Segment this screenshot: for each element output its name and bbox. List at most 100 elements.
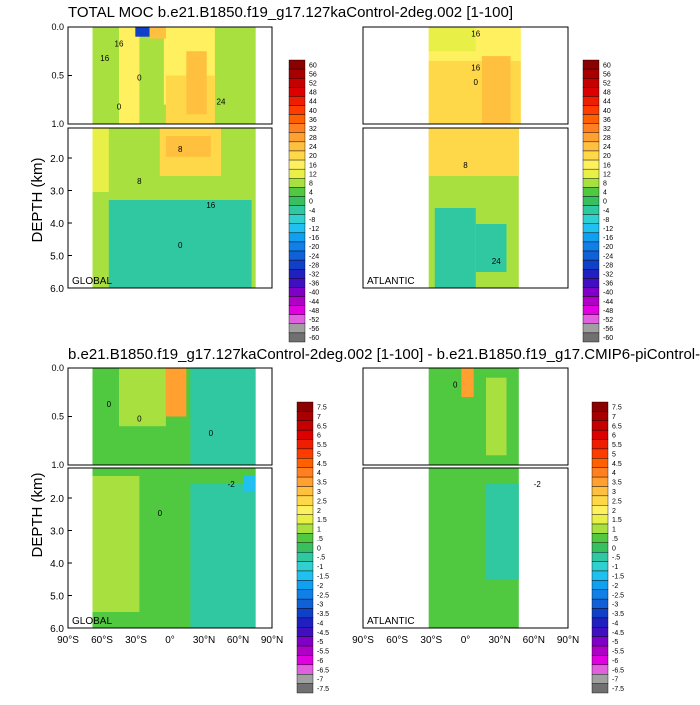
colorbar-swatch bbox=[288, 205, 306, 215]
colorbar-label: 32 bbox=[603, 126, 611, 133]
land-mask-lower-1 bbox=[255, 468, 272, 628]
colorbar-label: 20 bbox=[309, 153, 317, 160]
colorbar-swatch bbox=[591, 542, 609, 553]
colorbar-swatch bbox=[582, 150, 600, 161]
colorbar-swatch bbox=[582, 114, 600, 124]
colorbar-swatch bbox=[296, 598, 314, 609]
colorbar-label: -7.5 bbox=[317, 686, 329, 693]
frame-lower bbox=[362, 127, 569, 289]
field-upper-3 bbox=[428, 27, 476, 52]
x-tick-label: 60°S bbox=[91, 635, 113, 646]
colorbar-label: 1 bbox=[317, 527, 321, 534]
colorbar-swatch bbox=[288, 269, 306, 279]
colorbar-label: -.5 bbox=[317, 555, 325, 562]
colorbar-label: 48 bbox=[309, 90, 317, 97]
land-mask-lower-1 bbox=[255, 128, 272, 288]
contour-label: 16 bbox=[206, 201, 215, 210]
frame-lower bbox=[362, 467, 569, 629]
colorbar-label: 4 bbox=[309, 190, 313, 197]
colorbar-label: 5 bbox=[317, 451, 321, 458]
y-tick-label: 0.5 bbox=[51, 412, 64, 422]
colorbar-swatch bbox=[296, 411, 314, 421]
colorbar-label: -36 bbox=[309, 281, 319, 288]
colorbar-swatch bbox=[296, 645, 314, 656]
colorbar-swatch bbox=[296, 486, 314, 497]
colorbar-swatch bbox=[288, 259, 306, 270]
colorbar-swatch bbox=[288, 96, 306, 106]
colorbar-swatch bbox=[591, 664, 609, 675]
colorbar-swatch bbox=[591, 439, 609, 450]
y-tick-label: 5.0 bbox=[50, 252, 64, 263]
colorbar-label: -24 bbox=[603, 253, 613, 260]
colorbar-label: 48 bbox=[603, 90, 611, 97]
colorbar-label: -48 bbox=[603, 308, 613, 315]
colorbar-label: -2.5 bbox=[612, 592, 624, 599]
colorbar-swatch bbox=[591, 589, 609, 600]
colorbar-label: -6.5 bbox=[612, 667, 624, 674]
colorbar-swatch bbox=[582, 269, 600, 279]
y-tick-label: 3.0 bbox=[50, 187, 64, 198]
colorbar-label: .5 bbox=[612, 536, 618, 543]
contour-label: -2 bbox=[228, 480, 236, 489]
colorbar-label: -7 bbox=[317, 677, 323, 684]
colorbar-swatch bbox=[582, 223, 600, 234]
land-mask-upper-0 bbox=[363, 368, 429, 465]
y-tick-label: 1.0 bbox=[51, 460, 64, 470]
colorbar-label: 5.5 bbox=[317, 442, 327, 449]
colorbar-swatch bbox=[288, 250, 306, 261]
field-upper-1 bbox=[486, 377, 507, 456]
frame-upper bbox=[362, 26, 569, 125]
colorbar-swatch bbox=[296, 570, 314, 581]
colorbar-swatch bbox=[288, 150, 306, 161]
field-upper-6 bbox=[149, 27, 166, 39]
colorbar-label: -44 bbox=[309, 299, 319, 306]
colorbar-label: -7.5 bbox=[612, 686, 624, 693]
colorbar-label: -60 bbox=[603, 335, 613, 342]
colorbar-label: 28 bbox=[603, 135, 611, 142]
colorbar-swatch bbox=[591, 683, 609, 694]
colorbar-label: 16 bbox=[309, 162, 317, 169]
field-lower-2 bbox=[434, 208, 476, 288]
colorbar-label: -60 bbox=[309, 335, 319, 342]
colorbar-label: 3 bbox=[317, 489, 321, 496]
colorbar-swatch bbox=[288, 305, 306, 315]
colorbar-swatch bbox=[582, 287, 600, 297]
colorbar-label: -7 bbox=[612, 677, 618, 684]
y-tick-label: 2.0 bbox=[50, 154, 64, 165]
field-upper-1 bbox=[119, 368, 166, 427]
colorbar-label: -36 bbox=[603, 281, 613, 288]
colorbar-swatch bbox=[296, 551, 314, 562]
land-mask-lower-0 bbox=[363, 468, 429, 628]
contour-label: 0 bbox=[453, 380, 458, 389]
colorbar-swatch bbox=[591, 551, 609, 562]
colorbar-swatch bbox=[296, 401, 314, 412]
colorbar-swatch bbox=[591, 514, 609, 525]
colorbar-label: 3 bbox=[612, 489, 616, 496]
colorbar-label: 0 bbox=[603, 199, 607, 206]
colorbar-swatch bbox=[296, 627, 314, 637]
colorbar-label: -44 bbox=[603, 299, 613, 306]
land-mask-lower-0 bbox=[68, 468, 93, 628]
colorbar-swatch bbox=[296, 458, 314, 468]
colorbar-label: 6 bbox=[612, 433, 616, 440]
colorbar-label: -8 bbox=[309, 217, 315, 224]
ylabel-bottom: DEPTH (km) bbox=[29, 473, 46, 558]
colorbar-label: -3 bbox=[317, 602, 323, 609]
colorbar-label: -40 bbox=[309, 290, 319, 297]
panel-top-right: ATLANTIC16241680605652484440363228242016… bbox=[362, 26, 613, 343]
field-lower-4 bbox=[92, 128, 109, 192]
ylabel-top: DEPTH (km) bbox=[29, 158, 46, 243]
colorbar-swatch bbox=[288, 223, 306, 234]
x-tick-label: 90°S bbox=[352, 635, 374, 646]
colorbar-swatch bbox=[288, 296, 306, 306]
colorbar-label: -28 bbox=[309, 262, 319, 269]
colorbar-swatch bbox=[591, 598, 609, 609]
colorbar-label: -48 bbox=[309, 308, 319, 315]
colorbar-swatch bbox=[591, 467, 609, 478]
colorbar-swatch bbox=[591, 476, 609, 487]
colorbar-label: -4 bbox=[309, 208, 315, 215]
contour-label: 8 bbox=[178, 145, 183, 154]
colorbar-label: 32 bbox=[309, 126, 317, 133]
colorbar-label: -.5 bbox=[612, 555, 620, 562]
y-tick-label: 2.0 bbox=[50, 494, 64, 505]
